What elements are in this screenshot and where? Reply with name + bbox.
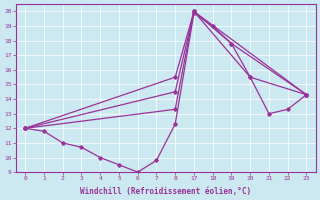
X-axis label: Windchill (Refroidissement éolien,°C): Windchill (Refroidissement éolien,°C)	[80, 187, 252, 196]
